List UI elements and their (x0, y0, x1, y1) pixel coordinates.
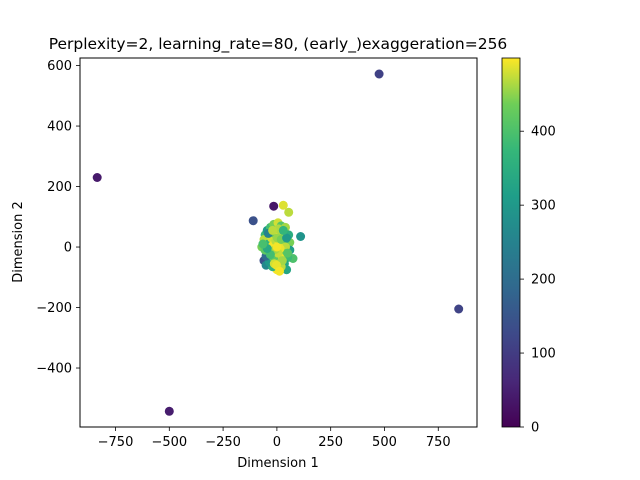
x-axis-label: Dimension 1 (237, 456, 319, 471)
y-tick-label: 400 (47, 120, 72, 135)
colorbar (501, 57, 521, 428)
scatter-point (272, 242, 282, 252)
scatter-point (278, 225, 288, 235)
x-tick-label: 250 (318, 435, 343, 450)
x-tick-label: 750 (426, 435, 451, 450)
y-axis-label: Dimension 2 (11, 201, 26, 283)
scatter-point (258, 239, 268, 249)
chart-title: Perplexity=2, learning_rate=80, (early_)… (49, 35, 508, 54)
colorbar-tick-label: 100 (531, 347, 556, 362)
scatter-point (374, 69, 384, 79)
y-tick-label: −400 (36, 362, 72, 377)
scatter-point (248, 216, 258, 226)
x-tick-label: 500 (372, 435, 397, 450)
y-tick-label: 600 (47, 59, 72, 74)
y-tick-label: −200 (36, 301, 72, 316)
scatter-point (296, 232, 306, 241)
x-tick-label: −250 (205, 435, 241, 450)
colorbar-tick-label: 200 (531, 273, 556, 288)
scatter-point (269, 201, 279, 211)
y-tick-label: 0 (64, 241, 72, 256)
scatter-point (454, 304, 464, 314)
scatter-point (284, 207, 294, 217)
colorbar-tick-label: 400 (531, 125, 556, 140)
scatter-point (275, 266, 284, 276)
y-axis-ticks: −400 −200 0 200 400 600 (36, 59, 80, 377)
scatter-point (164, 406, 174, 416)
scatter-point (268, 225, 278, 235)
colorbar-tick-label: 300 (531, 199, 556, 214)
scatter-point (282, 233, 292, 243)
y-tick-label: 200 (47, 180, 72, 195)
plot-frame (79, 57, 478, 428)
x-tick-label: −750 (98, 435, 134, 450)
colorbar-tick-label: 0 (531, 421, 539, 436)
x-tick-label: −500 (151, 435, 187, 450)
x-tick-label: 0 (273, 435, 281, 450)
scatter-point (283, 248, 293, 258)
scatter-point (278, 200, 288, 210)
x-axis-ticks: −750 −500 −250 0 250 500 750 (98, 427, 451, 450)
points-layer (92, 69, 464, 416)
scatter-point (92, 173, 102, 182)
colorbar-ticks: 0 100 200 300 400 (520, 125, 556, 436)
